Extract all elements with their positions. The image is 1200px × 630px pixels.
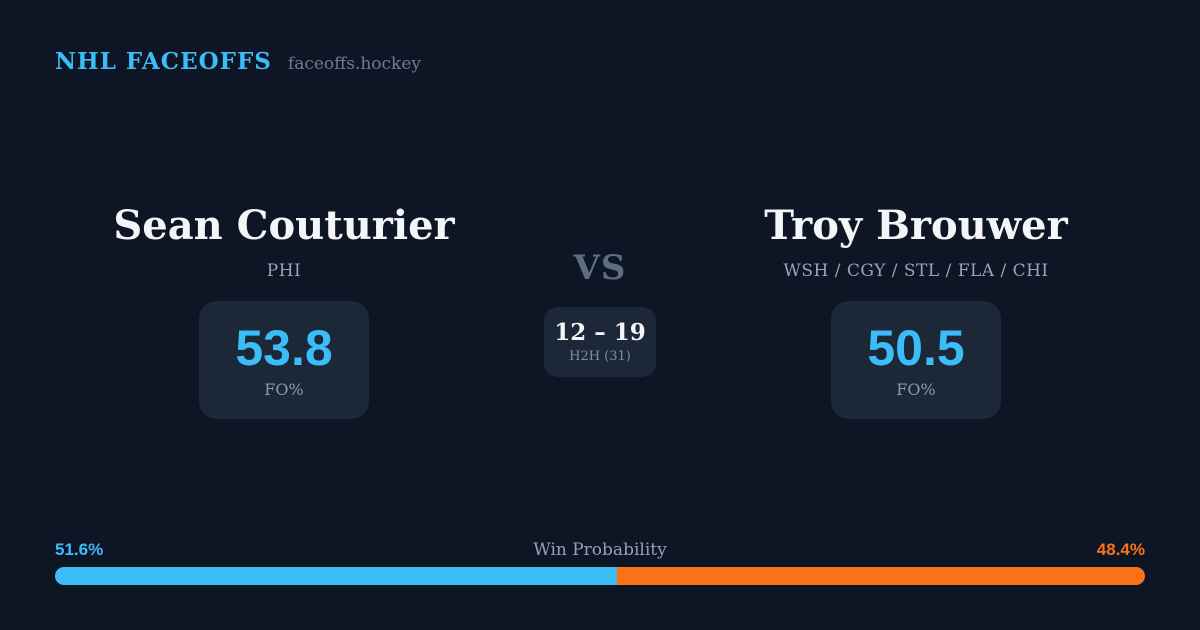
vs-label: VS (573, 248, 627, 288)
player-right-name: Troy Brouwer (764, 202, 1068, 249)
head-to-head-card: 12 – 19 H2H (31) (544, 307, 656, 377)
win-probability-left-value: 51.6% (55, 540, 104, 559)
win-probability-title: Win Probability (533, 540, 667, 560)
player-left-teams: PHI (266, 261, 302, 281)
win-probability-labels: 51.6% Win Probability 48.4% (0, 540, 1200, 561)
win-probability-bar (55, 567, 1145, 585)
head-to-head-score: 12 – 19 (554, 319, 646, 346)
brand-logo-text: NHL FACEOFFS (55, 48, 272, 75)
player-right-faceoff-pct: 50.5 (867, 319, 965, 376)
head-to-head-label: H2H (31) (569, 349, 631, 364)
player-right-teams: WSH / CGY / STL / FLA / CHI (783, 261, 1049, 281)
header: NHL FACEOFFS faceoffs.hockey (55, 48, 421, 75)
player-right-stat-label: FO% (896, 379, 936, 399)
win-probability-bar-left-segment (55, 567, 618, 585)
win-probability-bar-right-segment (617, 567, 1145, 585)
site-url-text: faceoffs.hockey (287, 54, 422, 74)
win-probability-right-value: 48.4% (1096, 540, 1145, 559)
player-left-stat-card: 53.8 FO% (199, 301, 369, 419)
player-left-name: Sean Couturier (113, 202, 455, 249)
player-left-faceoff-pct: 53.8 (235, 319, 333, 376)
player-left-stat-label: FO% (264, 379, 304, 399)
player-right-stat-card: 50.5 FO% (831, 301, 1001, 419)
